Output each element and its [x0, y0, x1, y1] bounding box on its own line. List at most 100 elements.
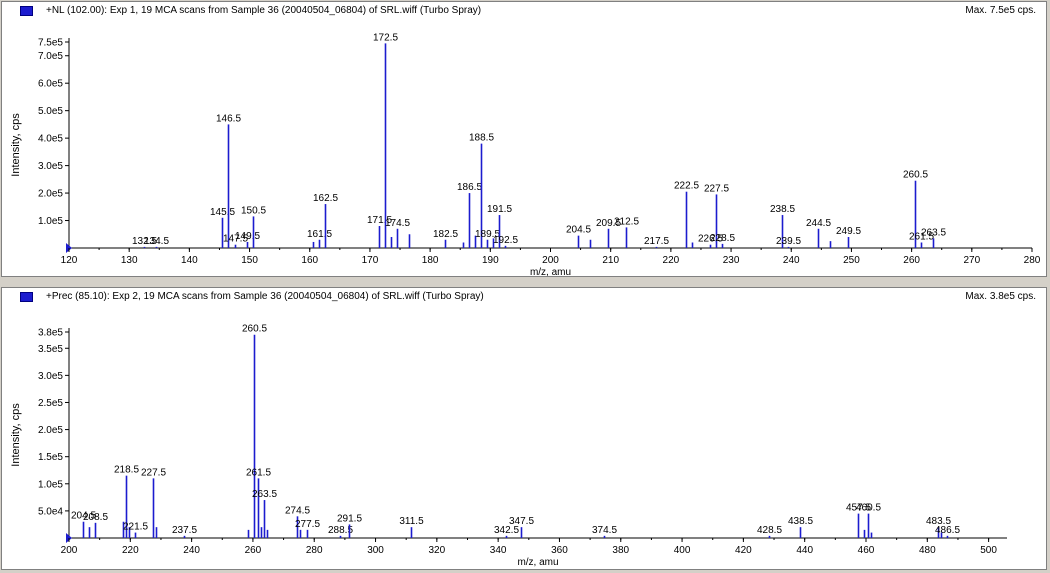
y-ticks: 5.0e4 1.0e5 1.5e5 2.0e5 2.5e5 3.0e5 3.5e5 3.8e5	[38, 328, 69, 517]
peak-label: 150.5	[241, 205, 266, 216]
peak-label: 218.5	[114, 465, 139, 476]
x-tick-label: 460	[858, 545, 875, 556]
peak-label: 221.5	[123, 522, 148, 533]
y-tick-label: 3.5e5	[38, 344, 63, 355]
peak-label: 261.5	[246, 467, 271, 478]
x-tick-label: 280	[1024, 255, 1041, 266]
x-tick-label: 340	[490, 545, 507, 556]
peak-label: 174.5	[385, 218, 410, 229]
peak-label: 204.5	[566, 225, 591, 236]
peak-label: 342.5	[494, 525, 519, 536]
x-tick-label: 500	[980, 545, 997, 556]
y-tick-label: 5.0e4	[38, 506, 63, 517]
x-tick-label: 480	[919, 545, 936, 556]
spectrum-chart-bottom[interactable]: 200 220 240 260 280 300 320 340 360 380 400 420 440 4…	[2, 288, 1046, 569]
x-tick-label: 190	[482, 255, 499, 266]
x-tick-label: 270	[963, 255, 980, 266]
peak-label: 288.5	[328, 525, 353, 536]
peak-label: 227.5	[704, 183, 729, 194]
peak-label: 192.5	[493, 235, 518, 246]
y-tick-label: 3.0e5	[38, 161, 63, 172]
peak-label: 145.5	[210, 207, 235, 218]
x-tick-label: 240	[183, 545, 200, 556]
x-ticks: 120 130 140 150 160 170 180 190 200 210 220 230 240 2…	[61, 248, 1041, 266]
x-tick-label: 150	[241, 255, 258, 266]
y-axis-title: Intensity, cps	[10, 403, 22, 467]
peak-label: 162.5	[313, 193, 338, 204]
panel-header: +Prec (85.10): Exp 2, 19 MCA scans from …	[2, 288, 1046, 306]
x-tick-label: 210	[602, 255, 619, 266]
x-tick-label: 160	[301, 255, 318, 266]
spectrum-chart-top[interactable]: 120 130 140 150 160 170 180 190 200 210 220 230 240 2…	[2, 2, 1046, 276]
peak-label: 186.5	[457, 182, 482, 193]
peak-label: 204.5	[71, 511, 96, 522]
peak-label: 212.5	[614, 216, 639, 227]
peak-label: 172.5	[373, 32, 398, 43]
panel-title: +NL (102.00): Exp 1, 19 MCA scans from S…	[46, 5, 482, 16]
x-tick-label: 280	[306, 545, 323, 556]
max-intensity: Max. 7.5e5 cps.	[965, 5, 1036, 16]
x-axis-title: m/z, amu	[530, 267, 571, 276]
y-tick-label: 2.5e5	[38, 398, 63, 409]
peak-label: 239.5	[776, 236, 801, 247]
peak-label: 171.5	[367, 215, 392, 226]
y-tick-label: 3.0e5	[38, 371, 63, 382]
x-tick-label: 240	[783, 255, 800, 266]
y-tick-label: 7.5e5	[38, 38, 63, 49]
peak-label: 428.5	[757, 525, 782, 536]
y-tick-label: 1.5e5	[38, 452, 63, 463]
x-tick-label: 220	[663, 255, 680, 266]
x-axis-title: m/z, amu	[517, 557, 558, 568]
peak-label: 209.5	[596, 218, 621, 229]
x-tick-label: 130	[121, 255, 138, 266]
y-tick-label: 2.0e5	[38, 189, 63, 200]
x-tick-label: 180	[422, 255, 439, 266]
x-tick-label: 380	[612, 545, 629, 556]
y-ticks: 1.0e5 2.0e5 3.0e5 4.0e5 5.0e5 6.0e5 7.0e5 7.5e5	[38, 38, 69, 227]
peak-label: 263.5	[921, 227, 946, 238]
x-tick-label: 360	[551, 545, 568, 556]
x-tick-label: 320	[428, 545, 445, 556]
peak-label: 188.5	[469, 133, 494, 144]
x-ticks: 200 220 240 260 280 300 320 340 360 380 400 420 440 4…	[61, 538, 997, 556]
peak-label: 374.5	[592, 525, 617, 536]
x-tick-label: 230	[723, 255, 740, 266]
y-axis-title: Intensity, cps	[10, 113, 22, 177]
x-tick-label: 140	[181, 255, 198, 266]
y-tick-label: 1.0e5	[38, 216, 63, 227]
peak-label: 149.5	[235, 231, 260, 242]
x-tick-label: 440	[796, 545, 813, 556]
peak-label: 438.5	[788, 516, 813, 527]
peak-label: 189.5	[475, 229, 500, 240]
x-tick-label: 250	[843, 255, 860, 266]
y-tick-label: 1.0e5	[38, 479, 63, 490]
peak-label: 249.5	[836, 226, 861, 237]
peak-label: 238.5	[770, 204, 795, 215]
peak-label: 208.5	[83, 512, 108, 523]
peak-label: 483.5	[926, 516, 951, 527]
x-tick-label: 200	[61, 545, 78, 556]
peak-label: 277.5	[295, 519, 320, 530]
max-intensity: Max. 3.8e5 cps.	[965, 291, 1036, 302]
peak-label: 191.5	[487, 204, 512, 215]
peak-label: 237.5	[172, 525, 197, 536]
x-tick-label: 220	[122, 545, 139, 556]
x-tick-label: 170	[362, 255, 379, 266]
panel-header: +NL (102.00): Exp 1, 19 MCA scans from S…	[2, 2, 1046, 20]
peak-label: 146.5	[216, 113, 241, 124]
peak-label: 260.5	[903, 170, 928, 181]
y-tick-label: 7.0e5	[38, 51, 63, 62]
spectrum-panel-bottom: +Prec (85.10): Exp 2, 19 MCA scans from …	[1, 287, 1047, 570]
x-tick-label: 200	[542, 255, 559, 266]
y-tick-label: 5.0e5	[38, 106, 63, 117]
x-tick-label: 400	[674, 545, 691, 556]
blue-square-icon[interactable]	[20, 6, 33, 16]
peak-label: 263.5	[252, 489, 277, 500]
peak-label: 486.5	[935, 525, 960, 536]
y-tick-label: 3.8e5	[38, 328, 63, 339]
blue-square-icon[interactable]	[20, 292, 33, 302]
peak-label: 291.5	[337, 513, 362, 524]
peak-label: 132.5	[132, 236, 157, 247]
y-tick-label: 4.0e5	[38, 134, 63, 145]
